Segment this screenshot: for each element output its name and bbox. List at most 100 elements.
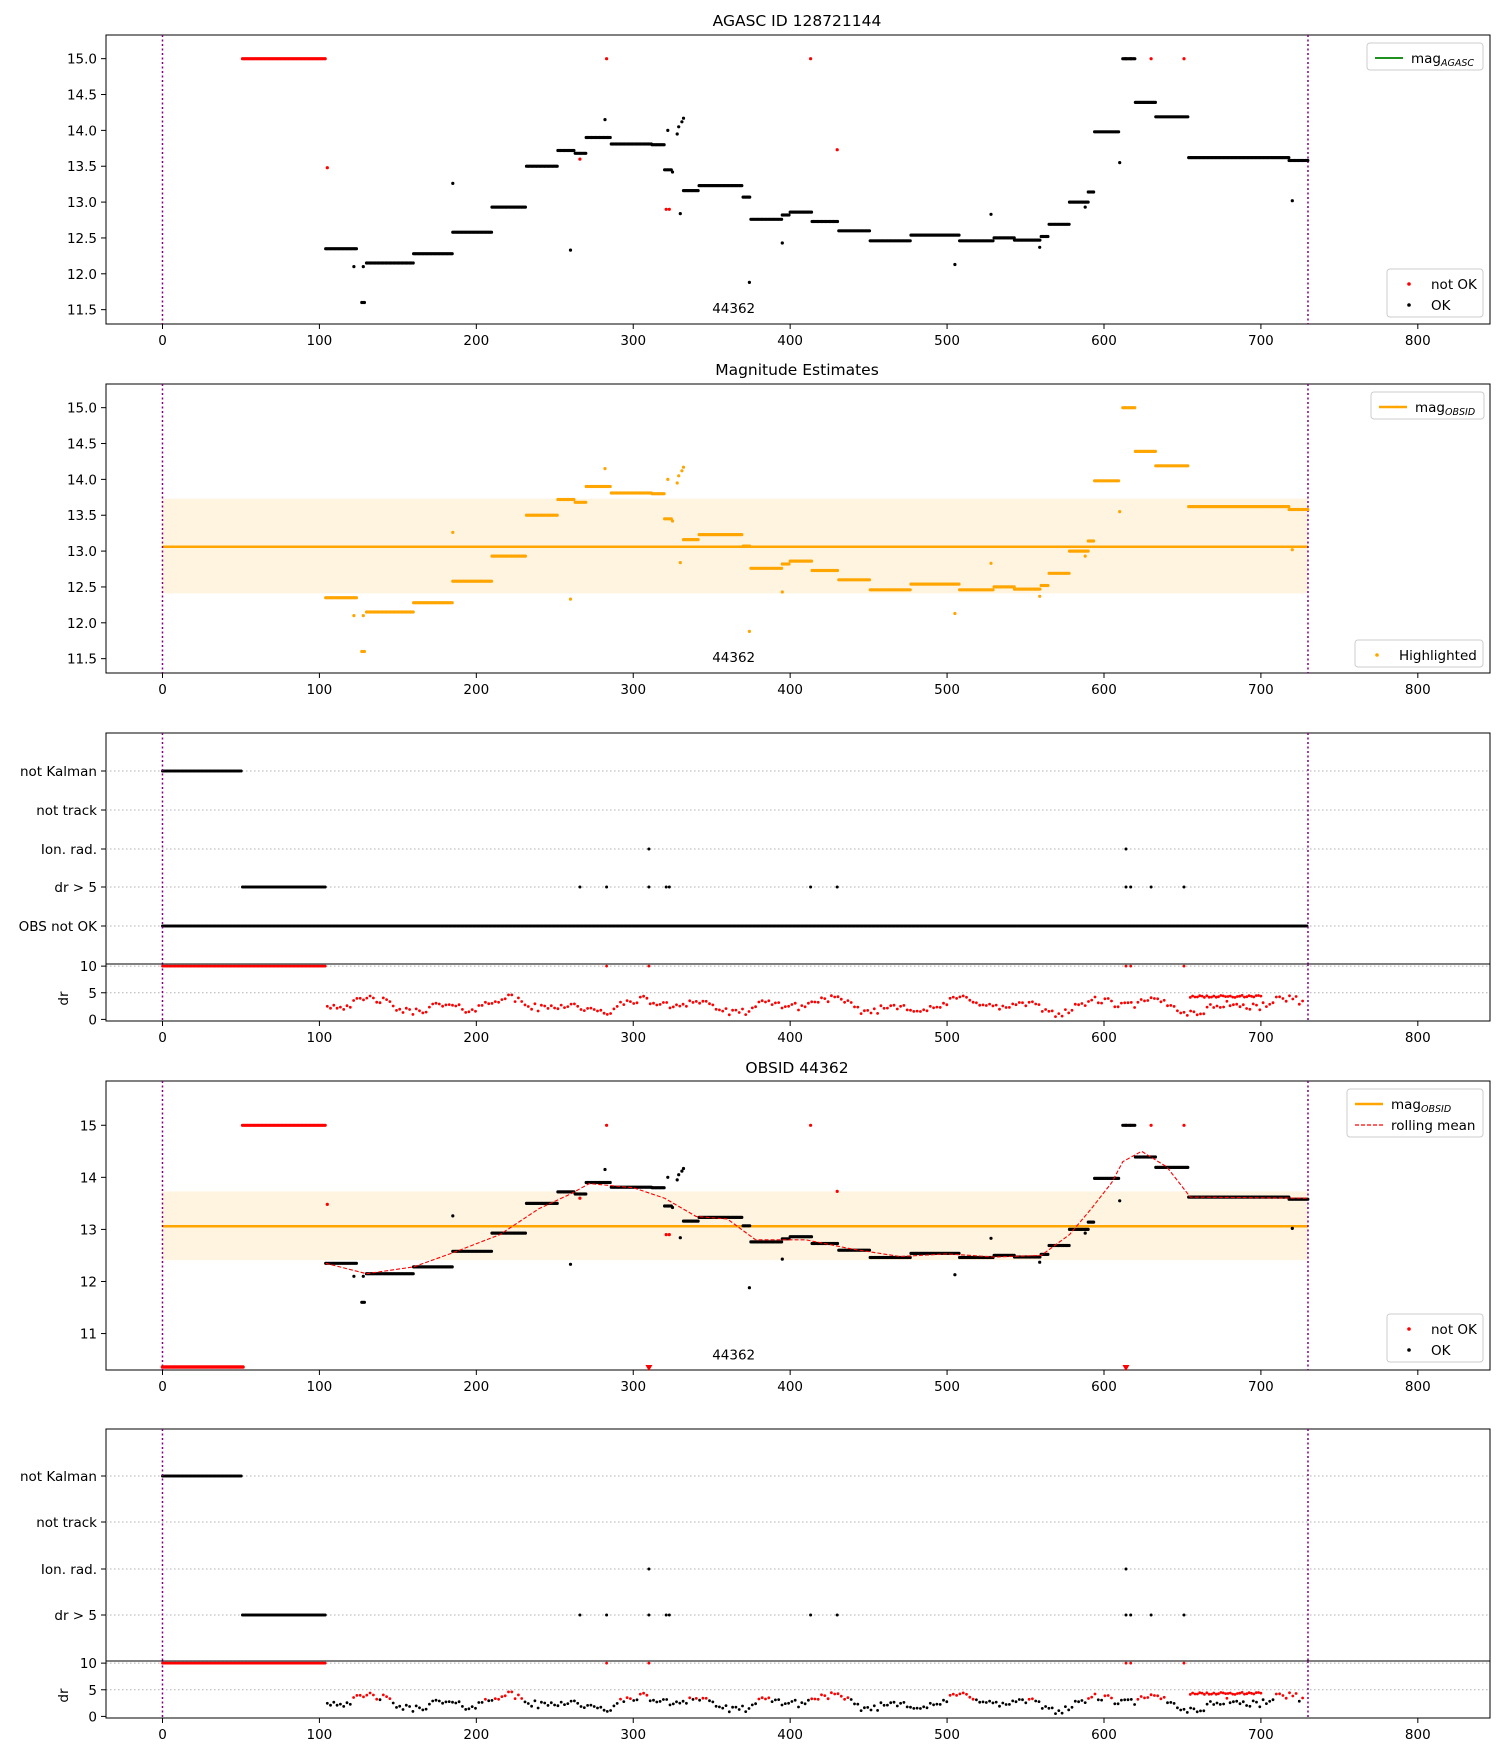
data-point <box>820 1693 823 1697</box>
data-point <box>770 1700 774 1703</box>
data-point <box>671 1005 675 1009</box>
data-point <box>1212 994 1216 998</box>
data-point <box>961 1691 965 1695</box>
data-point <box>989 212 993 216</box>
data-point <box>816 1697 820 1701</box>
data-point <box>1086 1227 1090 1231</box>
data-point <box>1224 1692 1227 1695</box>
data-point <box>667 207 671 211</box>
data-point <box>578 157 582 161</box>
data-point <box>678 1236 682 1240</box>
data-point <box>578 1196 582 1200</box>
data-point <box>810 1697 814 1701</box>
data-point <box>668 1006 672 1010</box>
data-point <box>612 1704 616 1708</box>
data-point <box>1222 1702 1225 1706</box>
data-point <box>632 1699 636 1702</box>
data-point <box>1238 1702 1242 1706</box>
data-point <box>1224 995 1227 998</box>
data-point <box>605 1710 609 1713</box>
data-point <box>793 1698 797 1702</box>
data-point <box>345 1004 349 1008</box>
data-point <box>1257 1691 1260 1694</box>
data-point <box>332 1003 336 1007</box>
data-point <box>1209 1003 1212 1006</box>
data-point <box>1217 995 1220 999</box>
data-point <box>1182 1123 1186 1127</box>
data-point <box>760 1696 764 1700</box>
data-point <box>1281 1694 1285 1697</box>
chart-title: OBSID 44362 <box>745 1059 848 1077</box>
data-point <box>876 1012 879 1015</box>
data-point <box>1233 1693 1237 1696</box>
flag-point <box>1149 1613 1153 1617</box>
data-point <box>447 1700 451 1703</box>
data-point <box>835 1241 840 1246</box>
legend: magOBSID <box>1370 391 1485 420</box>
data-point <box>323 1123 327 1127</box>
flag-point <box>647 885 651 889</box>
data-point <box>1245 1007 1248 1010</box>
data-point <box>681 1699 685 1703</box>
data-point <box>451 1003 454 1007</box>
data-point <box>553 1006 556 1010</box>
data-point <box>813 1697 817 1701</box>
x-tick-label: 800 <box>1405 682 1431 698</box>
data-point <box>1077 1003 1080 1007</box>
y-tick-label: 15.0 <box>67 401 97 417</box>
data-point <box>647 964 651 968</box>
data-point <box>790 1700 794 1703</box>
data-point <box>748 1224 752 1228</box>
data-point <box>678 1701 682 1705</box>
data-point <box>892 1700 896 1704</box>
legend: Highlighted <box>1354 639 1484 668</box>
data-point <box>711 1003 715 1007</box>
data-point <box>378 1698 382 1702</box>
data-point <box>1126 1001 1130 1005</box>
data-point <box>895 1007 899 1011</box>
legend-label: OK <box>1431 1343 1452 1359</box>
data-point <box>323 57 327 61</box>
legend-marker <box>1407 303 1411 307</box>
data-point <box>329 1703 332 1707</box>
x-tick-label: 300 <box>620 682 646 698</box>
data-point <box>605 964 608 968</box>
data-point <box>1186 115 1190 119</box>
data-point <box>991 588 995 592</box>
data-point <box>905 1008 909 1012</box>
x-tick-label: 100 <box>307 682 333 698</box>
data-point <box>500 998 504 1001</box>
data-point <box>418 1009 421 1013</box>
data-point <box>372 1693 375 1697</box>
data-point <box>968 998 972 1002</box>
legend-frame <box>1366 42 1484 71</box>
data-point <box>1129 1661 1133 1665</box>
data-point <box>536 1009 540 1013</box>
data-point <box>1027 1697 1031 1701</box>
data-point <box>609 1709 612 1712</box>
data-point <box>1186 1165 1190 1169</box>
data-point <box>1189 1706 1192 1710</box>
data-point <box>1124 1661 1128 1665</box>
data-point <box>1238 1005 1242 1009</box>
data-point <box>1162 1695 1166 1699</box>
data-point <box>424 1010 428 1014</box>
data-point <box>1203 1693 1206 1696</box>
data-point <box>480 1004 484 1007</box>
data-point <box>546 1007 550 1010</box>
data-point <box>470 1008 474 1011</box>
data-point <box>1248 1007 1252 1011</box>
data-point <box>843 1000 846 1004</box>
data-point <box>523 1231 528 1235</box>
data-point <box>843 1697 846 1701</box>
data-point <box>500 1695 504 1698</box>
data-point <box>998 1007 1001 1011</box>
data-point <box>1198 1691 1202 1695</box>
data-point <box>450 601 454 605</box>
data-point <box>905 1705 909 1709</box>
data-point <box>919 1010 922 1013</box>
data-point <box>546 1704 550 1707</box>
data-point <box>1064 1705 1067 1708</box>
data-point <box>533 1699 537 1703</box>
axes-frame <box>105 383 1491 674</box>
